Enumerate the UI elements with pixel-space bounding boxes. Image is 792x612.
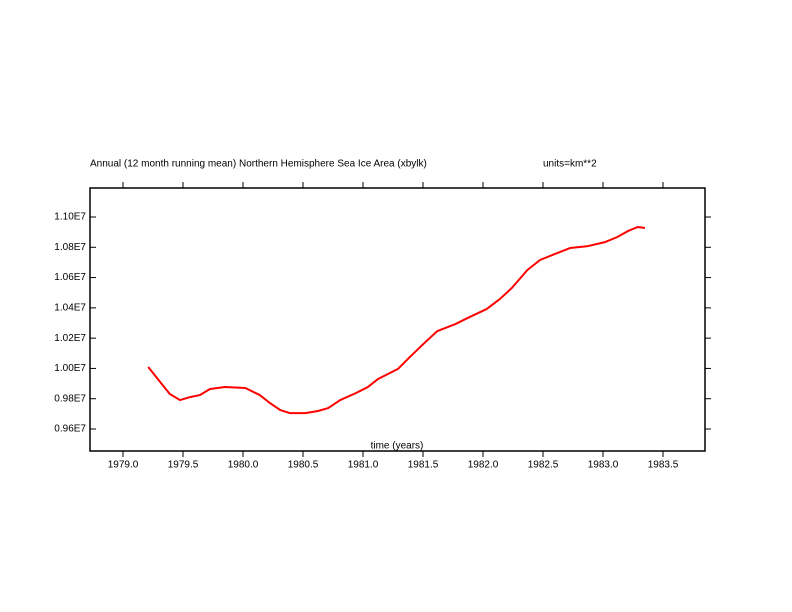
units-label: units=km**2 xyxy=(543,159,597,170)
x-axis-label: time (years) xyxy=(371,441,424,452)
y-tick-label: 1.08E7 xyxy=(54,242,86,253)
y-tick-label: 0.98E7 xyxy=(54,393,86,404)
y-tick-label: 1.06E7 xyxy=(54,272,86,283)
x-tick-label: 1980.5 xyxy=(288,460,319,471)
y-tick-label: 1.00E7 xyxy=(54,363,86,374)
x-tick-label: 1981.5 xyxy=(408,460,439,471)
x-tick-label: 1983.0 xyxy=(588,460,619,471)
chart-title: Annual (12 month running mean) Northern … xyxy=(90,159,427,170)
y-tick-label: 1.04E7 xyxy=(54,302,86,313)
data-line xyxy=(147,225,646,415)
x-tick-label: 1983.5 xyxy=(648,460,679,471)
y-tick-label: 1.02E7 xyxy=(54,333,86,344)
x-tick-label: 1979.0 xyxy=(108,460,139,471)
x-tick-label: 1982.5 xyxy=(528,460,559,471)
x-tick-label: 1982.0 xyxy=(468,460,499,471)
plot-frame xyxy=(89,187,706,452)
x-tick-label: 1979.5 xyxy=(168,460,199,471)
x-tick-label: 1980.0 xyxy=(228,460,259,471)
x-tick-label: 1981.0 xyxy=(348,460,379,471)
y-tick-label: 1.10E7 xyxy=(54,212,86,223)
y-tick-label: 0.96E7 xyxy=(54,424,86,435)
